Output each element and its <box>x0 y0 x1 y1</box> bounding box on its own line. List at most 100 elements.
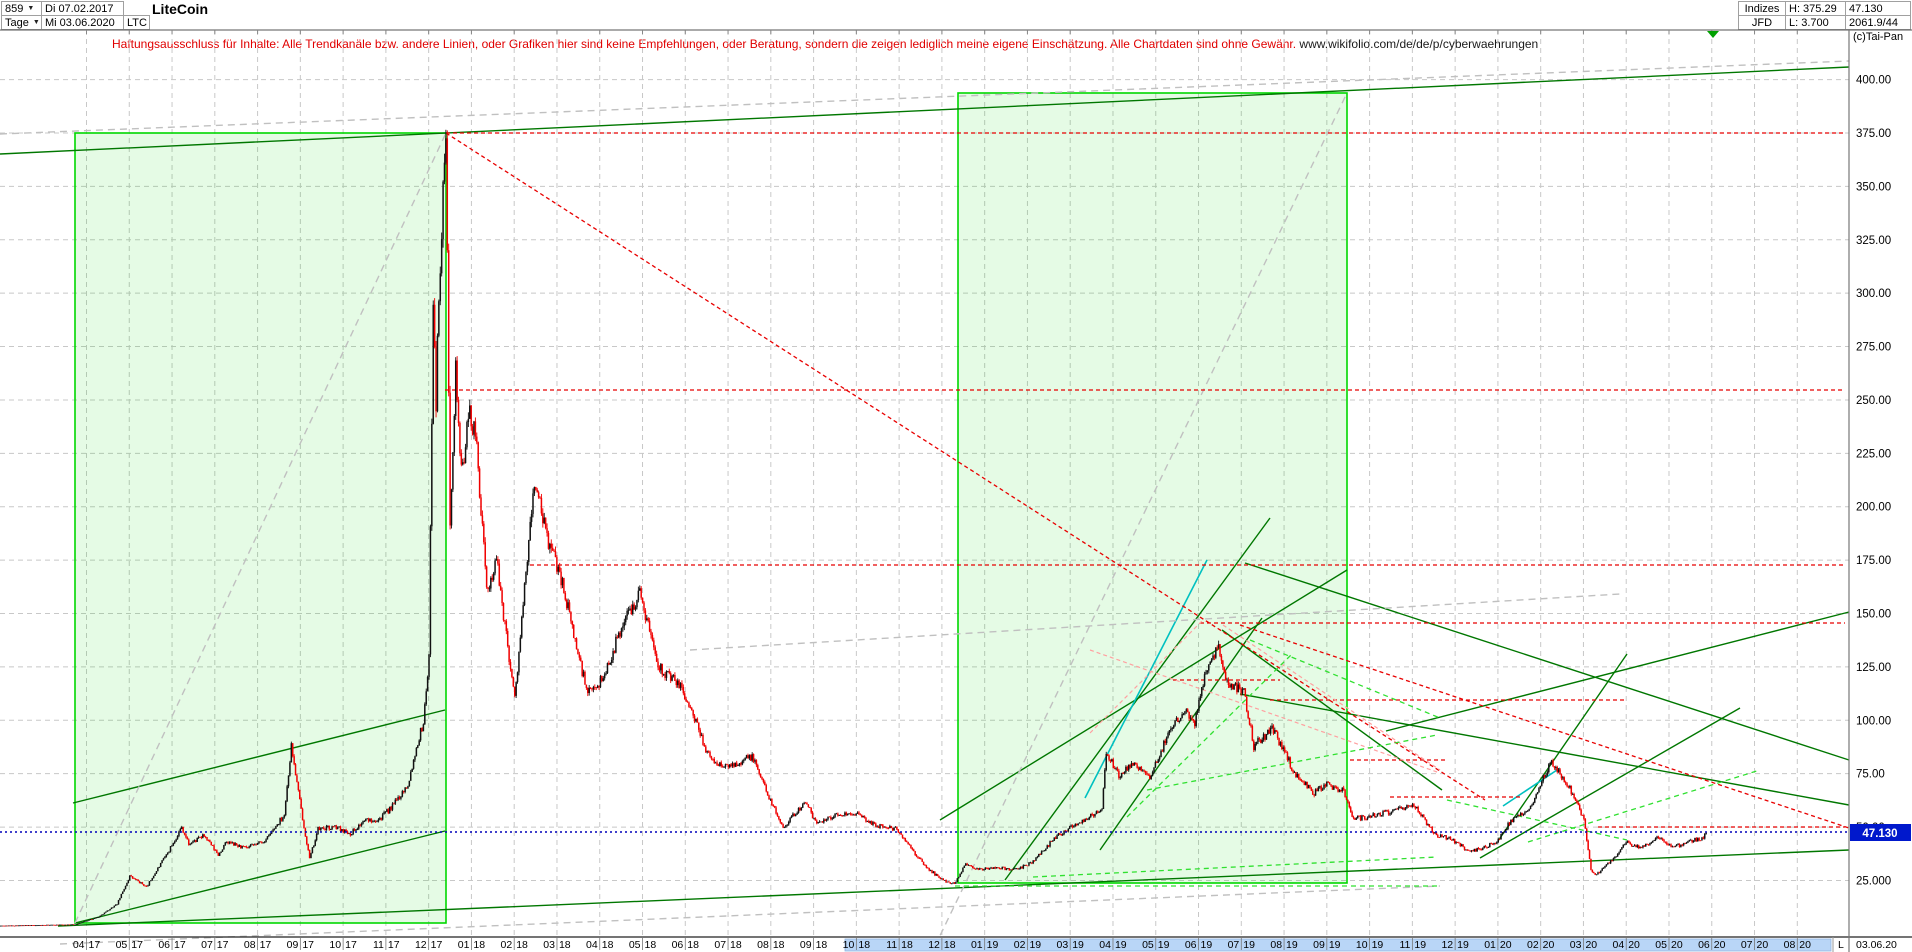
candle-body <box>602 678 604 681</box>
candle-body <box>568 602 571 612</box>
candle-body <box>1511 819 1514 823</box>
candle-body <box>577 649 579 655</box>
candle-body <box>1219 644 1221 657</box>
candle-body <box>1657 836 1660 839</box>
candle-body <box>318 826 321 831</box>
candle-body <box>1585 828 1588 841</box>
candle-body <box>983 869 985 871</box>
candle-body <box>47 924 50 926</box>
candle-body <box>1150 775 1152 780</box>
candle-body <box>225 842 228 844</box>
candle-body <box>762 779 765 782</box>
candle-body <box>1660 838 1662 840</box>
x-axis-month-label: 02 <box>1527 939 1539 951</box>
candle-body <box>13 925 16 927</box>
candle-body <box>1653 840 1655 841</box>
candle-body <box>754 760 756 762</box>
candle-body <box>1295 772 1297 778</box>
candle-body <box>431 423 433 527</box>
candle-body <box>768 795 770 800</box>
candle-body <box>627 609 630 611</box>
candle-body <box>1625 842 1627 845</box>
candle-body <box>1300 780 1303 782</box>
candle-body <box>1184 711 1186 714</box>
candle-body <box>1555 767 1557 768</box>
candle-body <box>456 360 458 401</box>
candle-body <box>617 632 620 638</box>
candle-body <box>509 661 512 669</box>
period-dropdown[interactable]: Tage ▼ <box>1 15 42 30</box>
x-axis-year-label: 19 <box>1201 939 1213 951</box>
candle-body <box>303 820 305 829</box>
candle-body <box>1195 712 1197 727</box>
candle-body <box>248 846 250 848</box>
candle-body <box>1705 832 1707 834</box>
y-axis-label: 400.00 <box>1856 75 1891 87</box>
x-axis-month-label: 09 <box>1313 939 1325 951</box>
candle-body <box>616 636 619 638</box>
candle-body <box>1317 787 1320 792</box>
candle-body <box>1571 794 1574 795</box>
candle-body <box>1612 858 1615 861</box>
candle-body <box>515 682 517 696</box>
candle-body <box>813 818 815 819</box>
candle-body <box>712 758 714 760</box>
x-axis-year-label: 18 <box>645 939 657 951</box>
candle-body <box>143 884 145 886</box>
candle-body <box>329 829 332 831</box>
candle-body <box>1473 848 1476 852</box>
candle-body <box>1692 840 1695 843</box>
candle-body <box>192 841 194 843</box>
candle-body <box>1404 808 1407 810</box>
candle-body <box>231 842 234 844</box>
candle-body <box>920 858 922 860</box>
candle-body <box>249 844 252 847</box>
candle-body <box>747 755 749 759</box>
candle-body <box>883 826 885 828</box>
candle-body <box>828 816 831 818</box>
candle-body <box>1446 837 1449 840</box>
trendline-green <box>57 849 1850 927</box>
candle-body <box>1084 819 1086 822</box>
candle-body <box>1500 834 1502 840</box>
candle-body <box>1312 790 1314 795</box>
candle-body <box>1406 805 1408 809</box>
candle-body <box>967 865 970 866</box>
candle-body <box>1170 728 1172 731</box>
candle-body <box>1410 805 1412 807</box>
candle-body <box>664 674 666 678</box>
candle-body <box>490 577 492 589</box>
candle-body <box>58 924 61 926</box>
candle-body <box>67 924 69 926</box>
candle-body <box>317 826 319 834</box>
trendline-gray-dashed <box>0 60 1850 135</box>
candle-body <box>124 885 127 890</box>
x-axis-year-label: 19 <box>987 939 999 951</box>
candle-body <box>372 821 374 823</box>
candle-body <box>539 497 541 499</box>
candle-body <box>665 671 668 678</box>
candle-body <box>1375 816 1377 818</box>
candle-body <box>1567 786 1570 788</box>
disclaimer-link[interactable]: www.wikifolio.com/de/de/p/cyberwaehrunge… <box>1296 37 1539 51</box>
candle-body <box>277 824 280 825</box>
candle-body <box>928 868 930 871</box>
candle-body <box>1240 688 1242 694</box>
candle-body <box>565 599 568 609</box>
candle-body <box>1050 841 1053 843</box>
candle-body <box>1403 807 1405 810</box>
candle-body <box>589 687 592 689</box>
candle-body <box>322 827 325 829</box>
candle-body <box>927 867 929 869</box>
candle-body <box>547 533 550 549</box>
candle-body <box>1104 769 1106 789</box>
candle-body <box>1605 864 1608 866</box>
candle-body <box>925 865 928 868</box>
selected-date-range-highlight[interactable] <box>844 938 1832 952</box>
candle-body <box>100 914 103 916</box>
x-axis-year-label: 18 <box>944 939 956 951</box>
candle-body <box>1206 670 1209 673</box>
x-axis-month-label: 10 <box>1356 939 1368 951</box>
candle-body <box>1260 739 1262 743</box>
